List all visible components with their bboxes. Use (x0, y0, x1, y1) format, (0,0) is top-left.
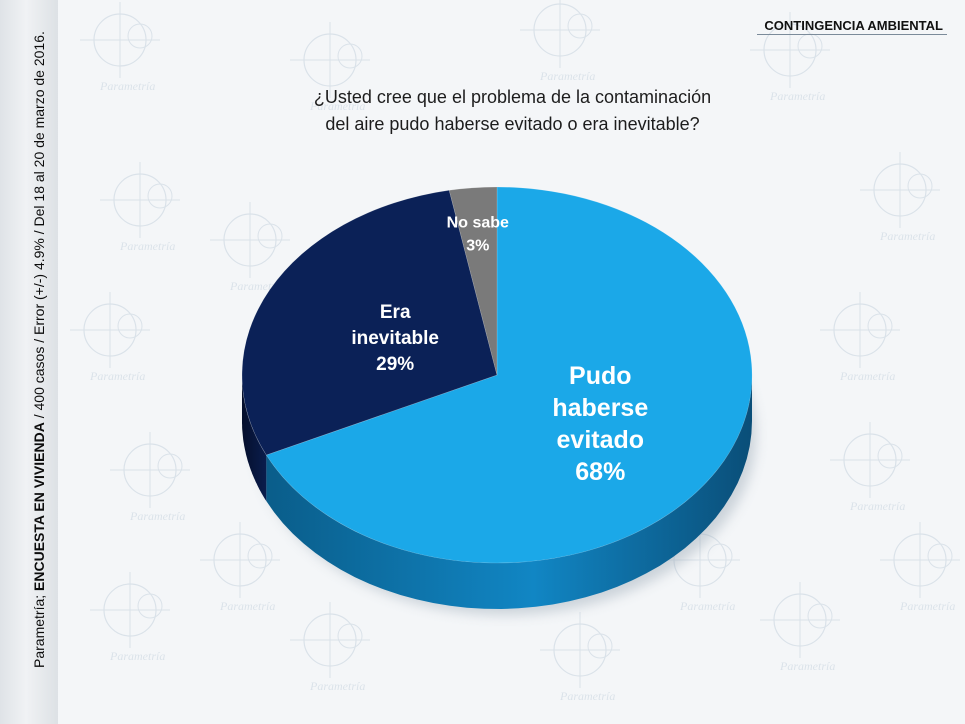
pie-slice-era (241, 189, 498, 456)
watermark-motif: Parametría (820, 292, 900, 383)
watermark-motif: Parametría (540, 612, 620, 703)
watermark-text: Parametría (109, 649, 165, 663)
watermark-motif: Parametría (110, 432, 190, 523)
watermark-text: Parametría (679, 599, 735, 613)
question-line-1: ¿Usted cree que el problema de la contam… (313, 87, 712, 107)
slice-label-era: inevitable (351, 328, 439, 349)
watermark-motif: Parametría (520, 0, 600, 83)
slice-value-era: 29% (376, 354, 414, 375)
watermark-motif: Parametría (90, 572, 170, 663)
watermark-motif: Parametría (760, 582, 840, 673)
watermark-text: Parametría (309, 99, 365, 113)
watermark-text: Parametría (879, 229, 935, 243)
pie-slice-pudo (265, 186, 753, 564)
watermark-text: Parametría (539, 69, 595, 83)
slice-value-pudo: 68% (575, 458, 625, 486)
watermark-motif: Parametría (80, 2, 160, 93)
source-survey-name: ENCUESTA EN VIVIENDA (31, 422, 47, 591)
watermark-text: Parametría (769, 89, 825, 103)
watermark-text: Parametría (899, 599, 955, 613)
pie-side-pudo (266, 375, 752, 609)
slice-value-nosabe: 3% (466, 237, 489, 254)
watermark-text: Parametría (129, 509, 185, 523)
source-note: Parametría; ENCUESTA EN VIVIENDA / 400 c… (31, 31, 47, 668)
source-prefix: Parametría; (31, 590, 47, 668)
watermark-text: Parametría (839, 369, 895, 383)
watermark-text: Parametría (99, 79, 155, 93)
header-underline (757, 34, 947, 35)
slice-label-nosabe: No sabe (447, 214, 509, 231)
source-details: / 400 casos / Error (+/-) 4.9% / Del 18 … (31, 31, 47, 423)
watermark-motif: Parametría (290, 22, 370, 113)
watermark-motif: Parametría (830, 422, 910, 513)
watermark-motif: Parametría (750, 12, 830, 103)
question-line-2: del aire pudo haberse evitado o era inev… (325, 114, 700, 134)
pie-slice-nosabe (448, 186, 498, 376)
section-label: CONTINGENCIA AMBIENTAL (764, 18, 943, 33)
watermark-motif: Parametría (880, 522, 960, 613)
chart-question: ¿Usted cree que el problema de la contam… (240, 84, 785, 138)
watermark-motif: Parametría (70, 292, 150, 383)
watermark-text: Parametría (119, 239, 175, 253)
watermark-text: Parametría (559, 689, 615, 703)
pie-side-era (242, 375, 267, 501)
slice-label-pudo: haberse (552, 394, 648, 422)
slice-label-pudo: evitado (557, 426, 645, 454)
watermark-text: Parametría (89, 369, 145, 383)
watermark-text: Parametría (309, 679, 365, 693)
watermark-motif: Parametría (200, 522, 280, 613)
watermark-text: Parametría (219, 599, 275, 613)
watermark-motif: Parametría (860, 152, 940, 243)
watermark-motif: Parametría (290, 602, 370, 693)
watermark-motif: Parametría (100, 162, 180, 253)
watermark-text: Parametría (849, 499, 905, 513)
slice-label-era: Era (380, 302, 411, 323)
side-strip-background (0, 0, 58, 724)
slice-label-pudo: Pudo (569, 362, 632, 390)
watermark-text: Parametría (779, 659, 835, 673)
